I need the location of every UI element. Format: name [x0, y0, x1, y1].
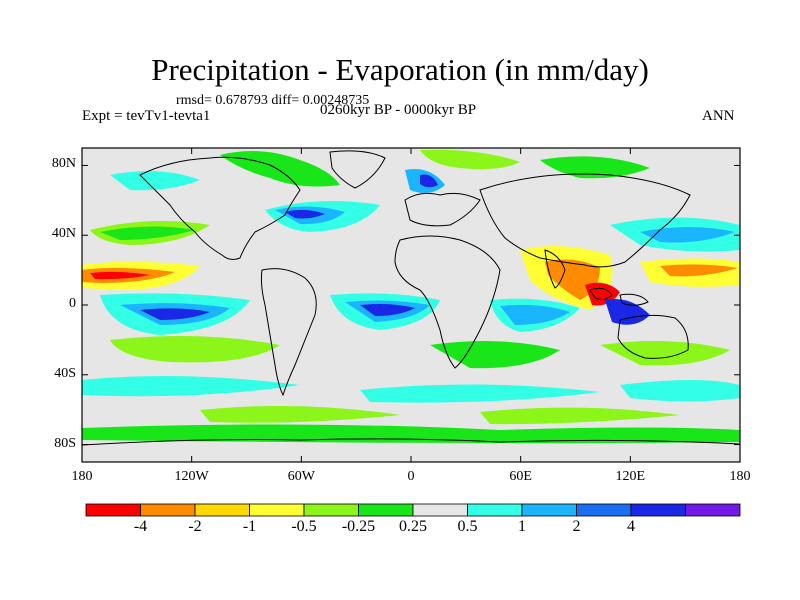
lon-tick-label: 0 — [407, 469, 415, 484]
field-patch — [82, 376, 300, 397]
colorbar-label: -1 — [242, 518, 257, 535]
coast-north-america — [139, 156, 301, 260]
colorbar-label: -4 — [133, 518, 148, 535]
coast-africa — [394, 235, 501, 369]
field-patch — [200, 406, 400, 423]
field-patch — [600, 341, 730, 366]
field-patch — [620, 380, 740, 402]
field-patch — [285, 209, 325, 219]
colorbar-swatch — [85, 503, 141, 517]
colorbar-swatch — [630, 503, 686, 517]
colorbar-swatch — [521, 503, 577, 517]
colorbar-swatch — [412, 503, 468, 517]
colorbar-label: -0.25 — [341, 518, 376, 535]
field-patch — [110, 171, 200, 191]
colorbar-swatch — [249, 503, 305, 517]
coast-europe — [404, 192, 481, 227]
period-label: 0260kyr BP - 0000kyr BP — [320, 102, 477, 118]
season-label: ANN — [702, 108, 735, 124]
field-patch — [545, 259, 600, 300]
coast-antarctica — [82, 438, 740, 446]
lon-tick-label: 60E — [509, 469, 532, 484]
colorbar-swatch — [140, 503, 196, 517]
field-patch — [100, 226, 195, 240]
colorbar-label: 4 — [627, 518, 635, 535]
lon-tick-label: 180 — [729, 469, 751, 484]
colorbar-swatch — [685, 503, 741, 517]
field-patch — [82, 424, 740, 444]
field-patch — [500, 304, 570, 325]
coast-india — [544, 249, 566, 289]
coast-islands — [589, 287, 613, 300]
anomaly-field — [82, 149, 740, 444]
colorbar-swatch — [194, 503, 250, 517]
lon-tick-label: 180 — [71, 469, 93, 484]
field-patch — [480, 407, 680, 425]
coastlines — [82, 150, 740, 446]
field-patch — [360, 384, 600, 403]
lon-tick-label: 60W — [287, 469, 315, 484]
coast-south-america — [260, 268, 317, 397]
lat-tick-label: 40S — [54, 365, 76, 381]
colorbar-label: 0.25 — [399, 518, 427, 535]
field-patch — [140, 308, 210, 320]
lat-tick-label: 80S — [54, 435, 76, 451]
lon-tick-label: 120E — [615, 469, 646, 484]
plot-title: Precipitation - Evaporation (in mm/day) — [151, 52, 649, 87]
coast-asia — [479, 173, 691, 268]
field-patch — [430, 341, 560, 369]
lat-tick-label: 40N — [51, 226, 76, 242]
coast-australia — [617, 314, 689, 359]
lon-tick-label: 120W — [174, 469, 209, 484]
colorbar — [85, 503, 741, 517]
experiment-label: Expt = tevTv1-tevta1 — [82, 108, 211, 124]
field-patch — [660, 264, 738, 277]
field-patch — [90, 271, 150, 280]
colorbar-swatch — [303, 503, 359, 517]
stats-text: rmsd= 0.678793 diff= 0.00248735 — [176, 93, 370, 108]
colorbar-swatch — [467, 503, 523, 517]
field-patch — [640, 227, 735, 243]
axis-ticks — [81, 148, 741, 462]
field-patch — [605, 299, 650, 325]
field-patch — [420, 149, 520, 170]
colorbar-label: 2 — [572, 518, 581, 535]
colorbar-swatch — [358, 503, 414, 517]
field-patch — [360, 304, 415, 316]
coast-islands — [619, 293, 649, 306]
colorbar-label: -0.5 — [291, 518, 317, 535]
coast-greenland — [329, 150, 386, 189]
lat-tick-label: 80N — [51, 156, 76, 172]
lat-tick-label: 0 — [69, 296, 76, 311]
field-patch — [110, 336, 280, 363]
field-patch — [420, 174, 438, 188]
colorbar-swatch — [576, 503, 632, 517]
field-patch — [540, 156, 650, 179]
colorbar-label: 0.5 — [457, 518, 478, 535]
colorbar-label: -2 — [188, 518, 202, 535]
colorbar-label: 1 — [518, 518, 526, 535]
